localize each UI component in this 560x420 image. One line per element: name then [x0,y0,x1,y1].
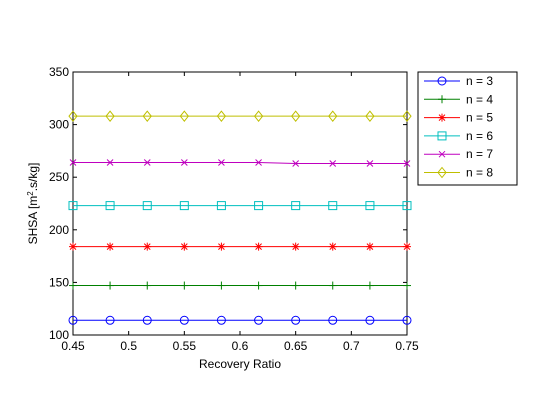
legend-label: n = 5 [466,111,493,125]
data-point-series-4 [216,201,226,211]
data-point-series-6 [142,110,152,122]
plot-area [72,71,408,336]
y-axis-label: SHSA [m2.s/kg] [26,163,41,245]
data-point-series-6 [216,110,227,122]
data-point-series-3 [180,242,189,251]
y-tick-label: 100 [49,328,69,342]
x-tick-label: 0.5 [120,339,137,353]
data-point-series-1 [291,315,301,325]
legend-box [417,71,518,186]
legend-entry-5: n = 7 [424,147,493,161]
data-point-series-1 [105,315,115,325]
legend-entry-4: n = 6 [424,129,493,143]
data-point-series-5 [292,160,300,167]
data-point-series-5 [106,159,114,166]
series-line-5 [73,161,407,165]
y-tick-label: 150 [49,275,69,289]
data-point-series-1 [365,315,375,325]
legend: n = 3 n = 4 n = 5 n = 6 n = 7 n = 8 [417,71,518,186]
axes-layer: 0.45 0.5 0.55 0.6 0.65 0.7 0.75 100 150 200 250 300… [49,65,419,353]
legend-label: n = 6 [466,129,493,143]
x-tick-label: 0.65 [284,339,308,353]
data-point-series-4 [328,201,338,211]
legend-entry-2: n = 4 [424,92,493,106]
data-point-series-6 [402,110,412,122]
legend-entry-3: n = 5 [424,111,493,125]
data-point-series-3 [291,242,300,251]
data-point-series-4 [105,201,115,211]
data-point-series-3 [69,242,77,251]
legend-label: n = 4 [466,92,493,106]
data-point-series-1 [68,315,78,325]
data-point-series-4 [254,201,264,211]
legend-entry-1: n = 3 [424,74,493,88]
legend-swatch-marker [437,166,447,179]
data-point-series-3 [403,242,411,251]
data-point-series-1 [142,315,152,325]
data-point-series-2 [254,281,263,290]
data-point-series-5 [403,160,411,167]
data-point-series-1 [254,315,264,325]
data-point-series-5 [255,159,262,166]
legend-swatch-marker [437,131,447,141]
data-point-series-4 [365,201,375,211]
data-point-series-5 [143,159,151,166]
data-point-series-4 [179,201,189,211]
data-point-series-2 [106,281,115,290]
data-point-series-6 [179,110,189,122]
x-tick-label: 0.55 [173,339,197,353]
x-tick-label: 0.7 [343,339,360,353]
data-point-series-5 [366,160,374,167]
data-point-series-1 [179,315,189,325]
data-point-series-2 [143,281,152,290]
y-tick-label: 200 [49,223,69,237]
series-layer [68,110,412,325]
data-point-series-6 [253,110,264,122]
legend-swatch-marker [437,76,447,86]
data-point-series-4 [291,201,301,211]
data-point-series-5 [218,159,225,166]
legend-label: n = 7 [466,147,493,161]
data-point-series-6 [365,110,375,122]
legend-swatch-marker [438,150,446,158]
data-point-series-3 [365,242,374,251]
x-tick-label: 0.75 [395,339,419,353]
data-point-series-6 [291,110,301,122]
data-point-series-2 [365,281,374,290]
data-point-series-4 [402,201,412,211]
data-point-series-2 [217,281,226,290]
data-point-series-1 [328,315,338,325]
data-point-series-3 [217,242,226,251]
legend-entry-6: n = 8 [424,166,493,180]
x-tick-label: 0.45 [61,339,85,353]
legend-label: n = 8 [466,166,493,180]
legend-label: n = 3 [466,74,493,88]
y-tick-label: 250 [49,170,69,184]
data-point-series-3 [106,242,115,251]
legend-swatch-marker [438,95,446,104]
data-point-series-1 [216,315,226,325]
data-point-series-4 [142,201,152,211]
data-point-series-1 [402,315,412,325]
data-point-series-5 [329,160,337,167]
data-point-series-6 [68,110,78,122]
data-point-series-6 [328,110,338,122]
y-tick-label: 300 [49,118,69,132]
data-point-series-6 [105,110,115,122]
data-point-series-5 [180,159,188,166]
x-axis-label: Recovery Ratio [199,357,281,371]
data-point-series-5 [69,159,77,166]
data-point-series-2 [180,281,189,290]
data-point-series-3 [328,242,337,251]
legend-swatch-marker [438,113,446,122]
data-point-series-2 [291,281,300,290]
data-point-series-4 [68,201,78,211]
x-tick-label: 0.6 [232,339,249,353]
data-point-series-2 [328,281,337,290]
data-point-series-3 [143,242,152,251]
data-point-series-3 [254,242,263,251]
y-tick-label: 350 [49,65,69,79]
